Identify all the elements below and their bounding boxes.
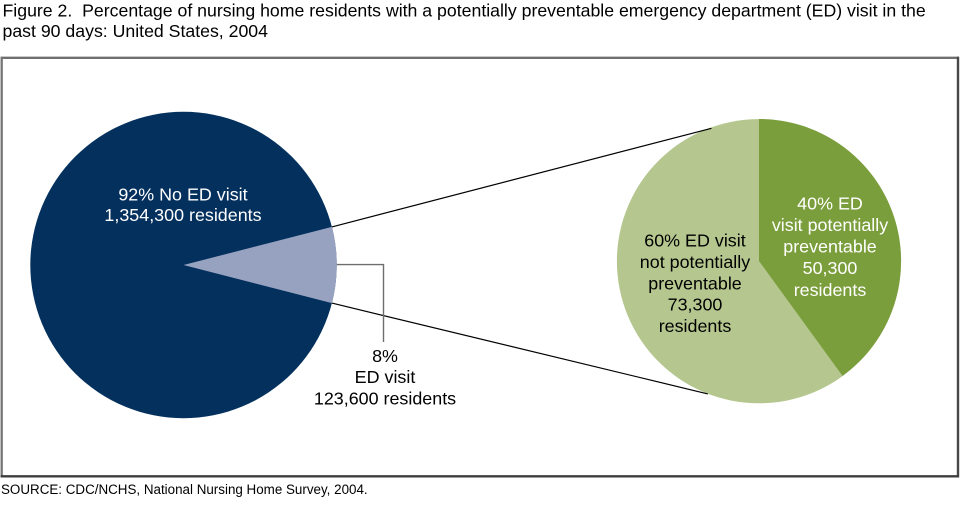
svg-text:60% ED visit: 60% ED visit bbox=[644, 231, 745, 251]
svg-text:residents: residents bbox=[794, 280, 867, 300]
svg-text:SOURCE: CDC/NCHS, National Nur: SOURCE: CDC/NCHS, National Nursing Home … bbox=[1, 482, 368, 497]
svg-text:1,354,300 residents: 1,354,300 residents bbox=[104, 205, 261, 225]
svg-text:past 90 days: United States, 2: past 90 days: United States, 2004 bbox=[3, 21, 269, 41]
svg-text:73,300: 73,300 bbox=[668, 295, 723, 315]
svg-text:40% ED: 40% ED bbox=[797, 194, 863, 214]
svg-text:preventable: preventable bbox=[783, 237, 877, 257]
svg-text:50,300: 50,300 bbox=[803, 258, 858, 278]
svg-text:preventable: preventable bbox=[648, 273, 742, 293]
svg-text:8%: 8% bbox=[372, 346, 398, 366]
svg-text:residents: residents bbox=[659, 316, 732, 336]
svg-text:ED visit: ED visit bbox=[355, 367, 416, 387]
svg-text:not potentially: not potentially bbox=[640, 252, 750, 272]
svg-text:Figure 2. Percentage of nursi: Figure 2. Percentage of nursing home res… bbox=[3, 0, 926, 20]
svg-text:123,600 residents: 123,600 residents bbox=[314, 388, 456, 408]
svg-text:92% No ED visit: 92% No ED visit bbox=[118, 185, 247, 205]
svg-text:visit potentially: visit potentially bbox=[772, 215, 888, 235]
